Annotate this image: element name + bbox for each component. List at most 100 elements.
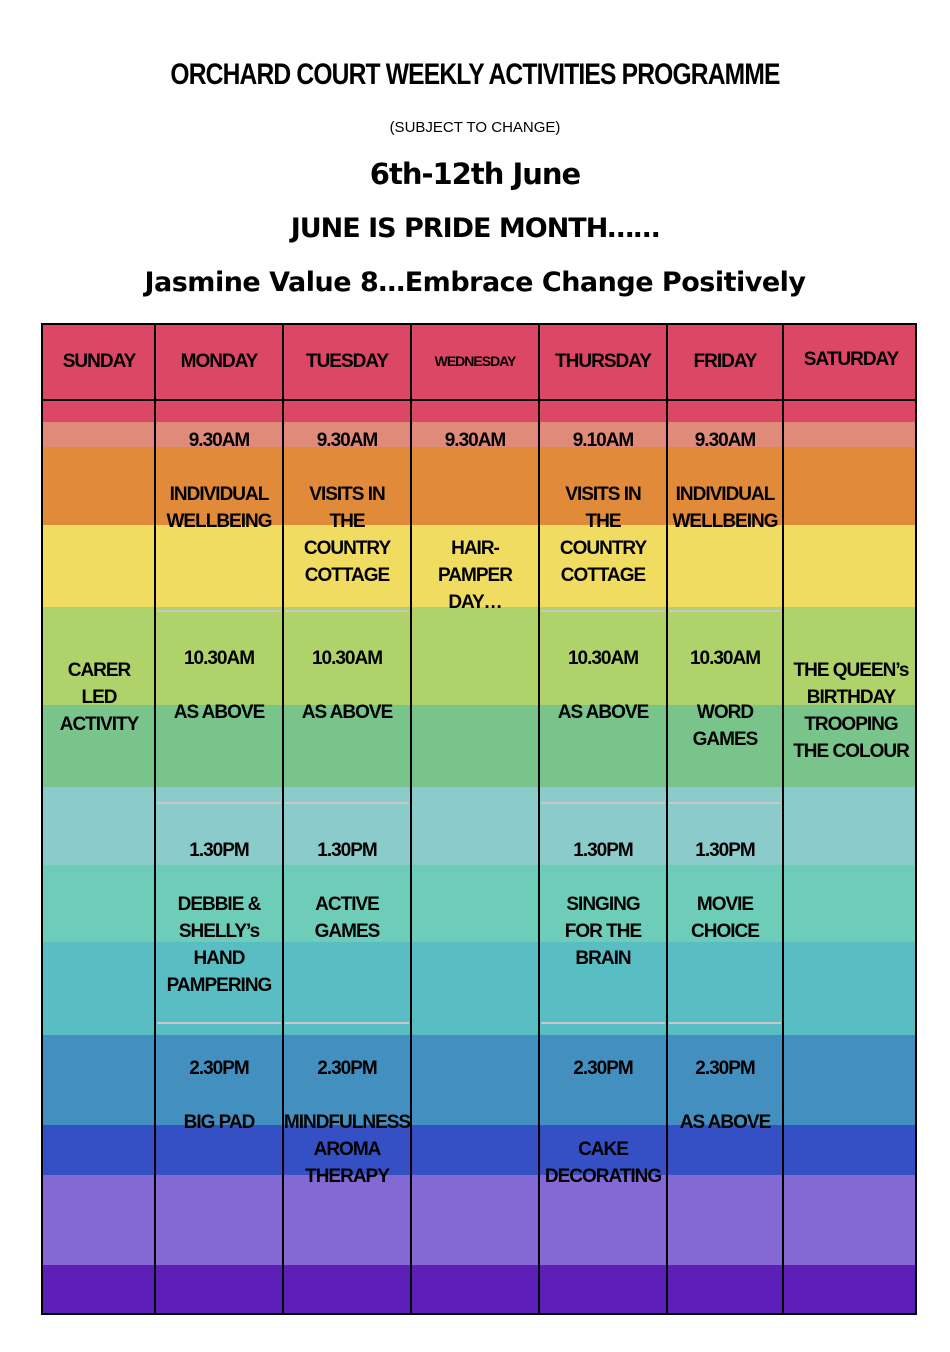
day-header-wednesday: WEDNESDAY	[434, 353, 517, 369]
slot-activity: AS ABOVE	[557, 702, 650, 723]
color-band	[43, 1175, 915, 1265]
slot-divider	[669, 1022, 781, 1024]
slot-activity: DEBBIE & SHELLY’s HAND PAMPERING	[166, 894, 273, 996]
timetable: SUNDAY CARER LED ACTIVITY MONDAY 9.30AM INDI…	[41, 323, 917, 1315]
activity-slot: 9.30AM INDIVIDUAL WELLBEING	[155, 427, 283, 535]
color-band	[43, 399, 915, 422]
column-divider	[410, 325, 412, 1313]
activity-slot: 9.30AM VISITS IN THE COUNTRY COTTAGE	[283, 427, 411, 589]
color-band	[43, 1125, 915, 1175]
slot-divider	[541, 610, 665, 612]
color-band	[43, 942, 915, 1035]
color-band	[43, 865, 915, 942]
slot-time: 2.30PM	[573, 1058, 633, 1079]
color-band	[43, 447, 915, 525]
color-band	[43, 422, 915, 447]
day-header-sunday: SUNDAY	[62, 351, 137, 372]
slot-activity: VISITS IN THE COUNTRY COTTAGE	[559, 484, 647, 586]
color-band	[43, 1265, 915, 1313]
slot-divider	[157, 610, 281, 612]
slot-divider	[669, 610, 781, 612]
color-band	[43, 607, 915, 705]
activity-slot: 10.30AM AS ABOVE	[539, 645, 667, 726]
activity-slot: 2.30PM BIG PAD	[155, 1055, 283, 1136]
slot-time: 9.10AM	[572, 430, 635, 451]
day-header-row	[43, 325, 915, 401]
slot-time: 1.30PM	[189, 840, 249, 861]
slot-activity: THE QUEEN’s BIRTHDAY TROOPING THE COLOUR	[793, 660, 910, 762]
activity-slot: 9.30AM HAIR- PAMPER DAY…	[411, 427, 539, 616]
activity-slot: 9.10AM VISITS IN THE COUNTRY COTTAGE	[539, 427, 667, 589]
slot-divider	[157, 802, 281, 804]
slot-time: 10.30AM	[567, 648, 639, 669]
slot-divider	[669, 802, 781, 804]
column-divider	[538, 325, 540, 1313]
subtitle: (SUBJECT TO CHANGE)	[389, 119, 561, 136]
day-header-monday: MONDAY	[180, 351, 259, 372]
slot-activity: AS ABOVE	[301, 702, 394, 723]
activity-slot: 2.30PM MINDFULNESS AROMA THERAPY	[283, 1055, 411, 1190]
slot-time: 10.30AM	[183, 648, 255, 669]
slot-time: 2.30PM	[189, 1058, 249, 1079]
activity-slot: 1.30PM DEBBIE & SHELLY’s HAND PAMPERING	[155, 837, 283, 999]
slot-divider	[541, 1022, 665, 1024]
slot-activity: VISITS IN THE COUNTRY COTTAGE	[303, 484, 391, 586]
activity-slot: 1.30PM SINGING FOR THE BRAIN	[539, 837, 667, 972]
color-band	[43, 787, 915, 865]
activity-slot: 2.30PM AS ABOVE	[667, 1055, 783, 1136]
slot-activity: WORD GAMES	[692, 702, 759, 750]
slot-time: 9.30AM	[694, 430, 757, 451]
slot-activity: MINDFULNESS AROMA THERAPY	[283, 1112, 411, 1187]
slot-activity: HAIR- PAMPER DAY…	[438, 538, 513, 613]
slot-divider	[157, 1022, 281, 1024]
slot-activity: AS ABOVE	[679, 1112, 772, 1133]
slot-activity: INDIVIDUAL WELLBEING	[672, 484, 779, 532]
slot-time: 10.30AM	[689, 648, 761, 669]
slot-time: 1.30PM	[695, 840, 755, 861]
slot-time: 10.30AM	[311, 648, 383, 669]
day-header-thursday: THURSDAY	[555, 351, 652, 372]
activity-slot: 1.30PM ACTIVE GAMES	[283, 837, 411, 945]
slot-divider	[541, 802, 665, 804]
column-divider	[782, 325, 784, 1313]
slot-time: 2.30PM	[695, 1058, 755, 1079]
activity-slot: 10.30AM WORD GAMES	[667, 645, 783, 753]
color-band	[43, 1035, 915, 1125]
activity-slot: CARER LED ACTIVITY	[43, 657, 155, 738]
slot-activity: MOVIE CHOICE	[691, 894, 760, 942]
color-band	[43, 705, 915, 787]
day-header-friday: FRIDAY	[693, 351, 758, 372]
date-range: 6th-12th June	[369, 157, 581, 191]
activity-slot: 2.30PM CAKE DECORATING	[539, 1055, 667, 1190]
column-divider	[666, 325, 668, 1313]
slot-time: 9.30AM	[188, 430, 251, 451]
color-band	[43, 525, 915, 607]
slot-time: 2.30PM	[317, 1058, 377, 1079]
slot-activity: AS ABOVE	[173, 702, 266, 723]
column-divider	[282, 325, 284, 1313]
slot-activity: ACTIVE GAMES	[314, 894, 381, 942]
slot-divider	[285, 1022, 409, 1024]
column-divider	[154, 325, 156, 1313]
activity-slot: 10.30AM AS ABOVE	[283, 645, 411, 726]
value-banner: Jasmine Value 8…Embrace Change Positivel…	[144, 267, 806, 298]
slot-time: 9.30AM	[444, 430, 507, 451]
slot-divider	[285, 802, 409, 804]
slot-activity: INDIVIDUAL WELLBEING	[166, 484, 273, 532]
slot-time: 1.30PM	[573, 840, 633, 861]
slot-time: 9.30AM	[316, 430, 379, 451]
activity-slot: 9.30AM INDIVIDUAL WELLBEING	[667, 427, 783, 535]
slot-activity: CARER LED ACTIVITY	[59, 660, 140, 735]
slot-activity: BIG PAD	[183, 1112, 256, 1133]
activity-slot: 10.30AM AS ABOVE	[155, 645, 283, 726]
slot-divider	[285, 610, 409, 612]
slot-activity: CAKE DECORATING	[544, 1139, 662, 1187]
day-header-saturday: SATURDAY	[803, 349, 899, 370]
activity-slot: THE QUEEN’s BIRTHDAY TROOPING THE COLOUR	[783, 657, 915, 765]
slot-activity: SINGING FOR THE BRAIN	[564, 894, 642, 969]
slot-time: 1.30PM	[317, 840, 377, 861]
day-header-tuesday: TUESDAY	[305, 351, 389, 372]
page-title: ORCHARD COURT WEEKLY ACTIVITIES PROGRAMM…	[170, 58, 780, 91]
activity-slot: 1.30PM MOVIE CHOICE	[667, 837, 783, 945]
pride-banner: JUNE IS PRIDE MONTH……	[290, 213, 661, 244]
